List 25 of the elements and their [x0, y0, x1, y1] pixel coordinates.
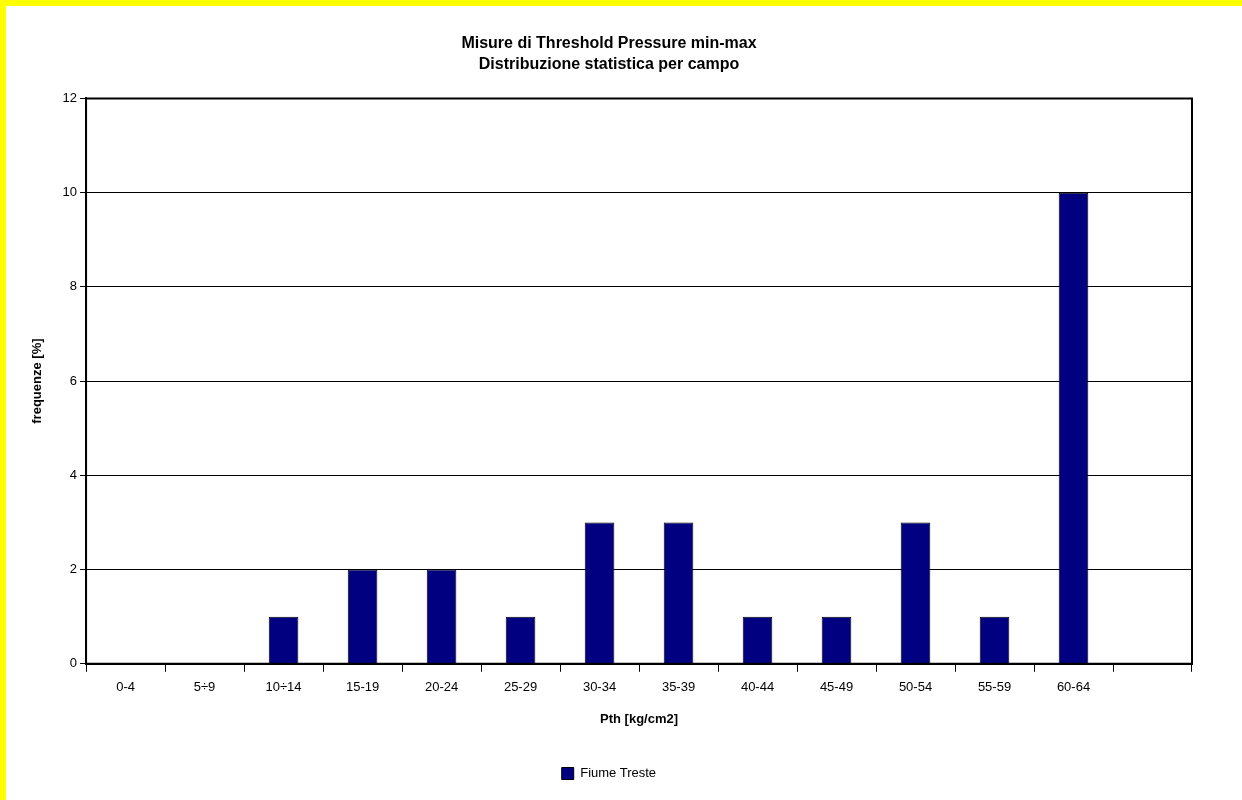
x-axis-title: Pth [kg/cm2]: [600, 710, 679, 726]
x-tick-label: 25-29: [503, 679, 538, 695]
x-tick-label: 40-44: [740, 679, 775, 695]
x-tick-label: 60-64: [1056, 679, 1091, 695]
y-tick-label: 4: [69, 466, 78, 482]
x-tick-label: 35-39: [661, 679, 696, 695]
y-tick-label: 6: [69, 372, 78, 388]
y-tick-label: 8: [69, 278, 78, 294]
x-tick-label: 45-49: [819, 679, 854, 695]
chart-subtitle: Distribuzione statistica per campo: [478, 55, 740, 73]
x-tick-label: 50-54: [898, 679, 933, 695]
y-tick-label: 12: [62, 89, 78, 105]
x-tick-label: 20-24: [424, 679, 459, 695]
x-tick-label: 15-19: [345, 679, 380, 695]
x-tick-label: 10÷14: [265, 679, 302, 695]
x-tick-label: 0-4: [116, 679, 135, 695]
x-tick-label: 5÷9: [193, 679, 216, 695]
y-tick-label: 10: [62, 184, 78, 200]
y-tick-label: 2: [69, 561, 78, 577]
y-tick-label: 0: [69, 655, 78, 671]
y-axis-title: frequenze [%]: [29, 338, 45, 424]
legend-label: Fiume Treste: [580, 765, 657, 781]
x-tick-label: 55-59: [977, 679, 1012, 695]
chart-title: Misure di Threshold Pressure min-max: [461, 34, 757, 52]
x-tick-label: 30-34: [582, 679, 617, 695]
